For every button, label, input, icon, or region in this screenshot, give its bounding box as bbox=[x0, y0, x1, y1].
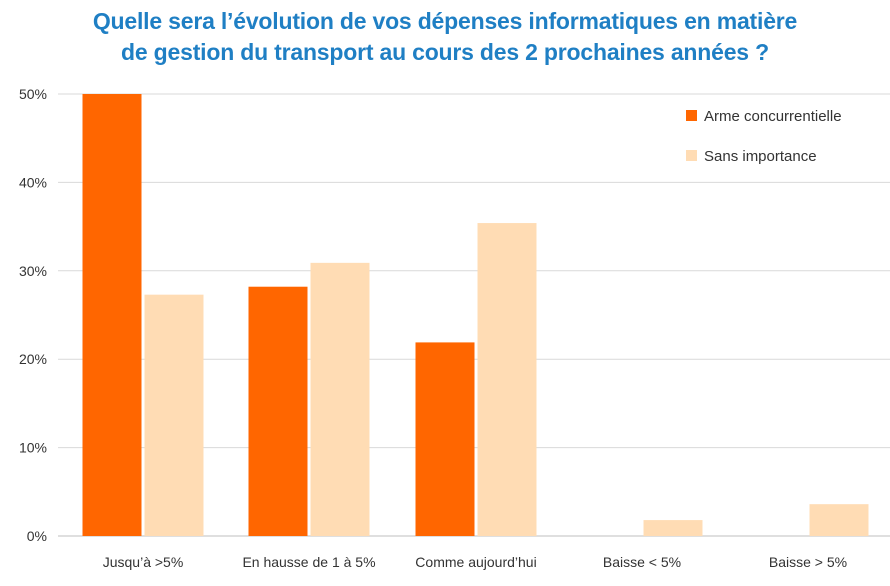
x-tick-label: Jusqu’à >5% bbox=[103, 554, 184, 570]
legend-swatch bbox=[686, 110, 697, 121]
bar-series-2-category-1 bbox=[144, 294, 204, 536]
y-axis-tick-labels: 0% 10% 20% 30% 40% 50% bbox=[19, 86, 47, 544]
chart-title-line-2: de gestion du transport au cours des 2 p… bbox=[121, 39, 769, 65]
x-axis-tick-labels: Jusqu’à >5% En hausse de 1 à 5% Comme aujo… bbox=[103, 554, 847, 570]
legend-label: Arme concurrentielle bbox=[704, 108, 842, 125]
bars bbox=[82, 94, 869, 536]
chart-title: Quelle sera l’évolution de vos dépenses … bbox=[0, 6, 890, 68]
y-tick-label: 20% bbox=[19, 351, 47, 367]
bar-series-1-category-3 bbox=[415, 342, 475, 536]
bar-series-1-category-2 bbox=[248, 286, 308, 536]
y-tick-label: 40% bbox=[19, 174, 47, 190]
y-tick-label: 30% bbox=[19, 263, 47, 279]
x-tick-label: Baisse > 5% bbox=[769, 554, 847, 570]
chart-title-line-1: Quelle sera l’évolution de vos dépenses … bbox=[92, 8, 798, 34]
x-tick-label: Baisse < 5% bbox=[603, 554, 681, 570]
bar-series-2-category-4 bbox=[643, 520, 703, 536]
bar-series-2-category-5 bbox=[809, 504, 869, 536]
legend-swatch bbox=[686, 150, 697, 161]
legend-label: Sans importance bbox=[704, 148, 817, 165]
y-tick-label: 50% bbox=[19, 86, 47, 102]
y-tick-label: 10% bbox=[19, 440, 47, 456]
bar-series-2-category-2 bbox=[310, 262, 370, 536]
bar-series-2-category-3 bbox=[477, 223, 537, 536]
legend[interactable]: Arme concurrentielle Sans importance bbox=[686, 108, 842, 165]
y-tick-label: 0% bbox=[27, 528, 47, 544]
x-tick-label: En hausse de 1 à 5% bbox=[242, 554, 375, 570]
x-tick-label: Comme aujourd’hui bbox=[415, 554, 536, 570]
bar-series-1-category-1 bbox=[82, 94, 142, 536]
